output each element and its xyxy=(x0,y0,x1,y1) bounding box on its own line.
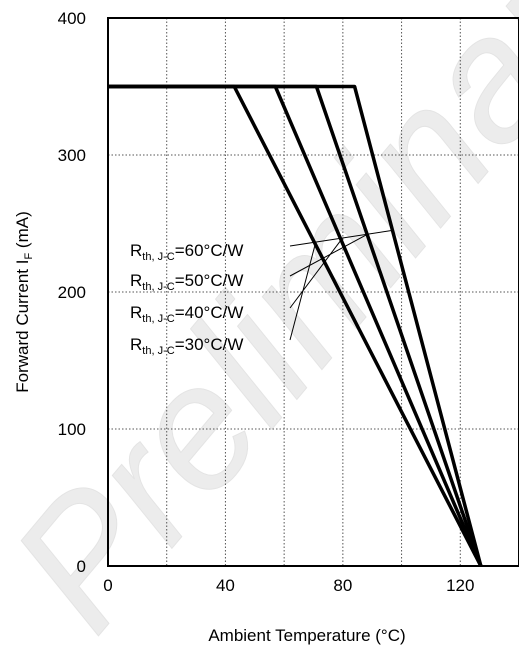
x-tick-label: 80 xyxy=(333,576,352,595)
y-tick-label: 400 xyxy=(58,9,86,28)
x-tick-label: 0 xyxy=(103,576,112,595)
label-leader-line xyxy=(289,239,342,309)
series-lines xyxy=(108,84,483,567)
curve-label: Rth, J-C=60°C/W xyxy=(130,241,243,263)
plot-frame xyxy=(107,17,519,567)
label-leader-line xyxy=(289,229,393,247)
y-tick-label: 200 xyxy=(58,283,86,302)
x-tick-label: 40 xyxy=(216,576,235,595)
y-tick-label: 0 xyxy=(77,557,86,576)
x-axis-title: Ambient Temperature (°C) xyxy=(208,626,405,645)
y-axis-title-unit: (mA) xyxy=(13,211,32,253)
label-leader-line xyxy=(289,234,368,277)
series-line xyxy=(108,84,483,567)
curve-label: Rth, J-C=50°C/W xyxy=(130,271,243,293)
curve-label: Rth, J-C=40°C/W xyxy=(130,303,243,325)
tick-labels: 0 40 80 120 0 100 200 300 400 xyxy=(58,9,475,595)
curve-label: Rth, J-C=30°C/W xyxy=(130,335,243,357)
y-tick-label: 100 xyxy=(58,420,86,439)
x-tick-label: 120 xyxy=(446,576,474,595)
y-axis-title-sub: F xyxy=(23,253,35,260)
grid-lines xyxy=(108,18,519,566)
y-tick-label: 300 xyxy=(58,146,86,165)
label-leader-line xyxy=(289,243,316,341)
y-axis-title: Forward Current IF (mA) xyxy=(13,211,35,392)
y-axis-title-main: Forward Current I xyxy=(13,260,32,393)
label-leader-lines xyxy=(289,229,393,341)
curve-labels: Rth, J-C=60°C/W Rth, J-C=50°C/W Rth, J-C=4… xyxy=(130,241,243,357)
